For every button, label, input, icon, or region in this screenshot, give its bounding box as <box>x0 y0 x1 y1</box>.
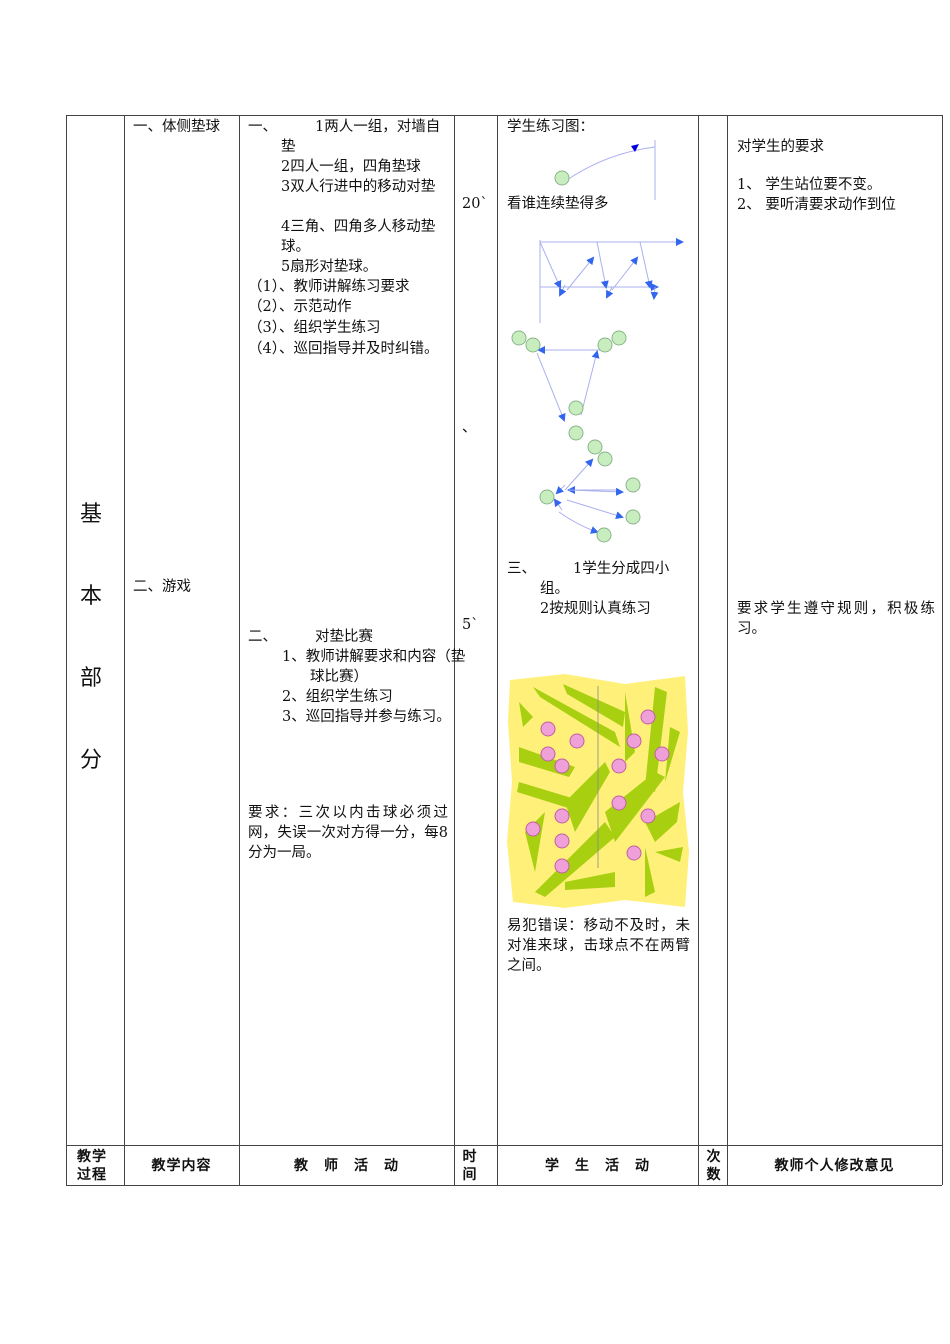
teacher-part1-line: 1两人一组，对墙自垫 <box>281 119 441 155</box>
col-line <box>239 115 240 1185</box>
opinion-game-requirement: 要求学生遵守规则，积极练习。 <box>737 601 935 637</box>
time-1: 20` <box>462 196 488 212</box>
col-line <box>497 115 498 1185</box>
section-label-char: 基 <box>80 502 103 527</box>
teacher-part2-line: 3、巡回指导并参与练习。 <box>282 709 451 725</box>
footer-teacher: 教 师 活 动 <box>294 1157 399 1174</box>
student-title: 学生练习图： <box>507 119 594 135</box>
time-2: 5` <box>462 617 479 633</box>
student-part3-line: 1学生分成四小组。 <box>540 561 670 597</box>
table-border-top <box>66 115 942 116</box>
teacher-part2-head: 二、 <box>248 629 277 645</box>
section-label-char: 分 <box>80 748 103 773</box>
teacher-part1-line: 4三角、四角多人移动垫球。 <box>281 219 436 255</box>
opinion-item: 1、 学生站位要不变。 <box>737 177 882 193</box>
student-errors: 易犯错误：移动不及时，未对准来球，击球点不在两臂之间。 <box>507 918 690 974</box>
col-line <box>698 115 699 1185</box>
footer-time: 时间 <box>462 1148 478 1183</box>
col-line <box>942 115 943 1185</box>
teacher-part2-line: 2、组织学生练习 <box>282 689 393 705</box>
footer-student: 学 生 活 动 <box>545 1157 650 1174</box>
student-part3-head: 三、 <box>507 561 536 577</box>
teacher-part1-line: 3双人行进中的移动对垫 <box>281 179 436 195</box>
col-line <box>454 115 455 1185</box>
student-caption: 看谁连续垫得多 <box>507 196 609 212</box>
teacher-step: （3）、组织学生练习 <box>248 320 381 336</box>
practice-diagrams <box>511 140 684 543</box>
content-item-2: 二、游戏 <box>133 579 191 595</box>
footer-content: 教学内容 <box>151 1157 212 1174</box>
col-line <box>124 115 125 1185</box>
teacher-part1-line: 2四人一组，四角垫球 <box>281 159 421 175</box>
teacher-part2-title: 对垫比赛 <box>315 629 373 645</box>
teacher-part2-line: 1、教师讲解要求和内容（垫球比赛） <box>282 649 466 685</box>
table-border-bottom <box>66 1185 942 1186</box>
teacher-step: （2）、示范动作 <box>248 299 352 315</box>
teacher-step: （4）、巡回指导并及时纠错。 <box>248 341 439 357</box>
section-label-char: 部 <box>80 666 103 691</box>
footer-opinion: 教师个人修改意见 <box>774 1157 895 1174</box>
col-line <box>727 115 728 1185</box>
opinion-title: 对学生的要求 <box>737 139 824 155</box>
col-line <box>66 115 67 1185</box>
opinion-item: 2、 要听清要求动作到位 <box>737 197 896 213</box>
student-part3-line: 2按规则认真练习 <box>540 601 651 617</box>
content-item-1: 一、体侧垫球 <box>133 119 220 135</box>
teacher-part1-line: 5扇形对垫球。 <box>281 259 378 275</box>
teacher-requirement: 要求：三次以内击球必须过网，失误一次对方得一分，每8分为一局。 <box>248 805 448 861</box>
footer-count: 次数 <box>706 1148 722 1183</box>
table-footer-divider <box>66 1145 942 1146</box>
time-mark: 、 <box>462 420 477 436</box>
section-label-char: 本 <box>80 584 103 609</box>
game-court-diagram <box>507 674 689 908</box>
teacher-step: （1）、教师讲解练习要求 <box>248 279 410 295</box>
teacher-part1-head: 一、 <box>248 119 277 135</box>
footer-process: 教学过程 <box>77 1148 107 1183</box>
